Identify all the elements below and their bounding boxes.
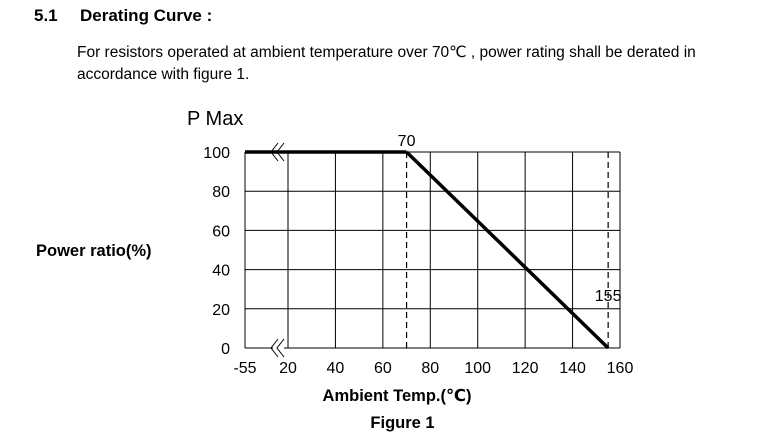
section-heading: 5.1 Derating Curve :	[34, 6, 212, 26]
x-tick-label-140: 140	[559, 360, 586, 377]
y-axis-label: Power ratio(%)	[36, 242, 152, 260]
curve-segment-2	[405, 150, 610, 350]
x-tick-label-160: 160	[607, 360, 634, 377]
y-tick-label-20: 20	[212, 302, 230, 319]
figure-caption: Figure 1	[370, 414, 435, 432]
x-axis-label: Ambient Temp.(℃)	[323, 387, 472, 405]
x-tick-label--55: -55	[233, 360, 256, 377]
annotation-label-70: 70	[398, 133, 416, 150]
section-paragraph: For resistors operated at ambient temper…	[77, 44, 696, 83]
section-number: 5.1	[34, 6, 58, 25]
x-tick-label-120: 120	[512, 360, 539, 377]
annotation-label-155: 155	[595, 288, 622, 305]
y-tick-label-80: 80	[212, 184, 230, 201]
y-tick-label-0: 0	[221, 341, 230, 358]
chart-title: P Max	[187, 108, 243, 130]
x-tick-label-100: 100	[464, 360, 491, 377]
axis-break-bottom-icon	[270, 338, 285, 358]
x-tick-label-60: 60	[374, 360, 392, 377]
y-tick-label-60: 60	[212, 223, 230, 240]
y-tick-label-100: 100	[203, 145, 230, 162]
x-tick-label-40: 40	[327, 360, 345, 377]
y-tick-label-40: 40	[212, 263, 230, 280]
x-tick-label-20: 20	[279, 360, 297, 377]
section-title: Derating Curve :	[80, 6, 213, 25]
x-tick-label-80: 80	[421, 360, 439, 377]
